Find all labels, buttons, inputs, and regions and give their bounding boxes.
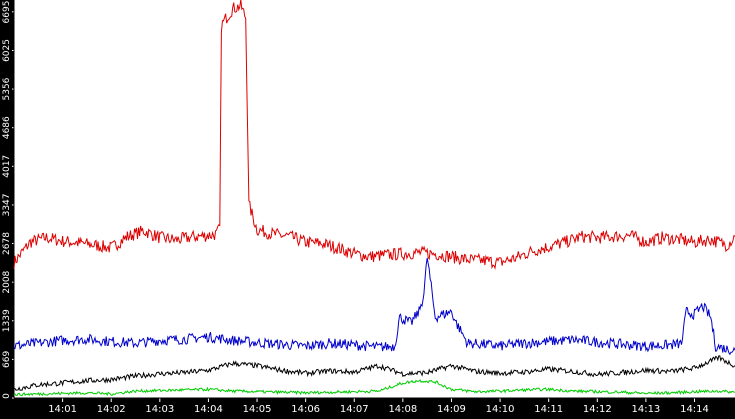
- series-3: [13, 379, 735, 397]
- series-line: [13, 257, 735, 356]
- series-line: [13, 0, 735, 270]
- series-1: [13, 257, 735, 356]
- x-tick-label: 14:10: [486, 404, 515, 415]
- x-tick-label: 14:08: [388, 404, 417, 415]
- x-tick-label: 14:07: [340, 404, 369, 415]
- y-tick-label: 4017: [2, 155, 12, 178]
- series-line: [13, 355, 735, 391]
- x-tick-label: 14:05: [243, 404, 272, 415]
- x-tick-label: 14:04: [194, 404, 223, 415]
- y-tick-label: 2678: [2, 232, 12, 255]
- x-tick-label: 14:09: [437, 404, 466, 415]
- x-tick-label: 14:14: [680, 404, 709, 415]
- series-2: [13, 355, 735, 391]
- x-axis: 14:01 14:02 14:03 14:04 14:05 14:06 14:07 14:08…: [13, 0, 735, 415]
- x-tick-label: 14:06: [291, 404, 320, 415]
- x-tick-label: 14:03: [145, 404, 174, 415]
- y-tick-label: 6025: [2, 39, 12, 62]
- y-tick-label: 4686: [2, 116, 12, 139]
- series-0: [13, 0, 735, 270]
- x-tick-label: 14:11: [534, 404, 563, 415]
- y-tick-label: 1339: [2, 309, 12, 332]
- x-tick-label: 14:01: [48, 404, 77, 415]
- y-tick-label: 3347: [2, 193, 12, 216]
- y-tick-label: 2008: [2, 270, 12, 293]
- x-tick-label: 14:13: [631, 404, 660, 415]
- x-tick-label: 14:02: [97, 404, 126, 415]
- series-line: [13, 379, 735, 397]
- y-tick-label: 6695: [2, 1, 12, 24]
- series-layer: [13, 0, 735, 397]
- y-tick-label: 669: [2, 351, 12, 368]
- y-tick-label: 5356: [2, 77, 12, 100]
- plot-area: [14, 0, 735, 398]
- x-tick-label: 14:12: [583, 404, 612, 415]
- y-tick-label: 0: [2, 393, 12, 399]
